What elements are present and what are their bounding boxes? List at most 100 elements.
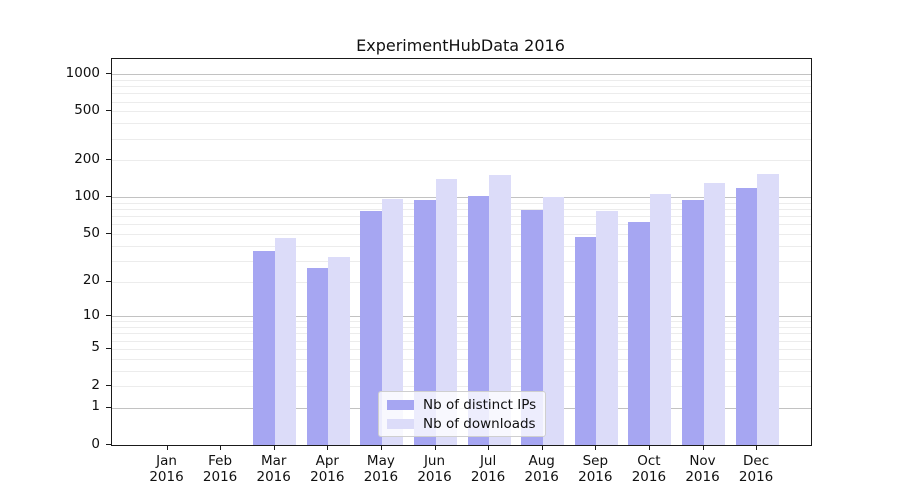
plot-area: Nb of distinct IPs Nb of downloads bbox=[111, 58, 812, 446]
x-tick-label: Jan 2016 bbox=[149, 453, 184, 485]
bar-aug-distinct-ips bbox=[521, 209, 543, 445]
x-tick-mark bbox=[756, 445, 758, 450]
x-tick-mark bbox=[541, 445, 543, 450]
y-tick-label: 10 bbox=[82, 306, 100, 323]
minor-gridline bbox=[112, 333, 811, 335]
bar-jul-distinct-ips bbox=[467, 195, 490, 445]
minor-gridline bbox=[112, 358, 811, 360]
x-tick-label: Feb 2016 bbox=[202, 453, 238, 485]
y-tick-mark bbox=[106, 444, 111, 445]
minor-gridline bbox=[112, 321, 811, 323]
bar-jul-downloads bbox=[489, 175, 511, 445]
minor-gridline bbox=[112, 348, 811, 350]
bar-dec-downloads bbox=[757, 173, 779, 445]
x-tick-mark bbox=[434, 445, 436, 450]
x-tick-label: Apr 2016 bbox=[310, 453, 345, 485]
minor-gridline bbox=[112, 224, 811, 226]
x-tick-label: Aug 2016 bbox=[524, 453, 559, 485]
minor-gridline bbox=[112, 202, 811, 204]
bar-nov-distinct-ips bbox=[682, 200, 704, 445]
major-gridline bbox=[112, 316, 811, 318]
minor-gridline bbox=[112, 245, 811, 247]
y-tick-label: 200 bbox=[74, 150, 100, 167]
minor-gridline bbox=[112, 160, 811, 162]
bar-oct-downloads bbox=[649, 194, 672, 445]
bar-may-distinct-ips bbox=[360, 210, 382, 445]
minor-gridline bbox=[112, 111, 811, 113]
x-tick-label: Jun 2016 bbox=[417, 453, 452, 485]
legend: Nb of distinct IPs Nb of downloads bbox=[378, 391, 546, 437]
y-tick-label: 5 bbox=[91, 339, 100, 356]
bar-apr-downloads bbox=[328, 257, 350, 445]
bar-oct-distinct-ips bbox=[628, 221, 650, 445]
y-tick-label: 50 bbox=[82, 224, 100, 241]
x-tick-label: Mar 2016 bbox=[256, 453, 291, 485]
chart-title: ExperimentHubData 2016 bbox=[356, 36, 565, 55]
minor-gridline bbox=[112, 123, 811, 125]
bar-mar-downloads bbox=[274, 238, 297, 445]
bar-jun-downloads bbox=[435, 178, 457, 445]
y-tick-mark bbox=[106, 347, 111, 349]
bar-sep-downloads bbox=[596, 210, 618, 445]
minor-gridline bbox=[112, 260, 811, 262]
x-tick-label: Oct 2016 bbox=[631, 453, 667, 485]
legend-swatch-distinct-ips-icon bbox=[387, 399, 414, 410]
x-tick-mark bbox=[220, 445, 222, 450]
x-tick-mark bbox=[273, 445, 275, 450]
minor-gridline bbox=[112, 79, 811, 81]
minor-gridline bbox=[112, 281, 811, 283]
minor-gridline bbox=[112, 327, 811, 329]
x-tick-label: Sep 2016 bbox=[578, 453, 613, 485]
bar-may-downloads bbox=[381, 198, 404, 445]
y-tick-label: 2 bbox=[91, 376, 100, 393]
legend-label-distinct-ips: Nb of distinct IPs bbox=[423, 396, 537, 413]
bar-nov-downloads bbox=[703, 182, 725, 445]
legend-swatch-downloads-icon bbox=[387, 418, 414, 429]
y-tick-label: 1 bbox=[91, 398, 100, 415]
y-tick-mark bbox=[106, 315, 111, 317]
y-tick-label: 500 bbox=[74, 101, 100, 118]
minor-gridline bbox=[112, 86, 811, 88]
x-tick-mark bbox=[595, 445, 597, 450]
y-tick-mark bbox=[106, 159, 111, 161]
y-tick-mark bbox=[106, 385, 111, 387]
y-tick-label: 20 bbox=[82, 272, 100, 289]
minor-gridline bbox=[112, 216, 811, 218]
bar-aug-downloads bbox=[542, 197, 565, 445]
minor-gridline bbox=[112, 370, 811, 372]
x-tick-label: Dec 2016 bbox=[738, 453, 774, 485]
x-tick-label: Nov 2016 bbox=[685, 453, 720, 485]
bar-jun-distinct-ips bbox=[414, 199, 436, 445]
x-tick-mark bbox=[488, 445, 490, 450]
legend-entry-distinct-ips: Nb of distinct IPs bbox=[379, 397, 545, 413]
bar-dec-distinct-ips bbox=[735, 187, 758, 445]
y-tick-label: 100 bbox=[74, 187, 100, 204]
legend-entry-downloads: Nb of downloads bbox=[379, 416, 545, 432]
minor-gridline bbox=[112, 93, 811, 95]
y-tick-mark bbox=[106, 280, 111, 282]
y-tick-label: 0 bbox=[91, 435, 100, 452]
major-gridline bbox=[112, 74, 811, 76]
y-tick-mark bbox=[106, 233, 111, 235]
legend-label-downloads: Nb of downloads bbox=[423, 415, 536, 432]
y-tick-mark bbox=[106, 73, 111, 75]
minor-gridline bbox=[112, 234, 811, 236]
bar-apr-distinct-ips bbox=[306, 268, 329, 445]
x-tick-mark bbox=[166, 445, 168, 450]
x-tick-mark bbox=[648, 445, 650, 450]
minor-gridline bbox=[112, 386, 811, 388]
minor-gridline bbox=[112, 138, 811, 140]
minor-gridline bbox=[112, 101, 811, 103]
major-gridline bbox=[112, 197, 811, 199]
bar-mar-distinct-ips bbox=[253, 251, 275, 445]
bar-sep-distinct-ips bbox=[574, 237, 597, 445]
x-tick-mark bbox=[380, 445, 382, 450]
y-tick-mark bbox=[106, 110, 111, 112]
minor-gridline bbox=[112, 209, 811, 211]
y-tick-mark bbox=[106, 196, 111, 198]
y-tick-label: 1000 bbox=[65, 64, 100, 81]
minor-gridline bbox=[112, 340, 811, 342]
x-tick-label: Jul 2016 bbox=[470, 453, 506, 485]
x-tick-mark bbox=[327, 445, 329, 450]
